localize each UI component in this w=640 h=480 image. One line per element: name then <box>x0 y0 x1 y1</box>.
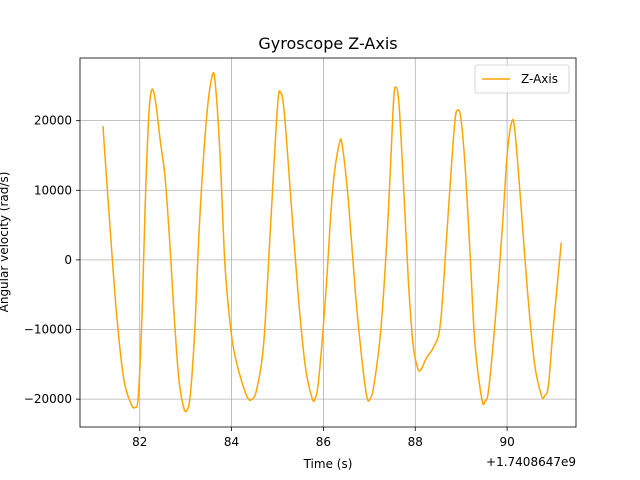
x-tick-label: 90 <box>499 435 514 449</box>
y-tick-label: 10000 <box>34 183 72 197</box>
y-axis-label: Angular velocity (rad/s) <box>0 172 11 313</box>
x-gridlines <box>139 58 508 427</box>
plot-frame <box>79 57 577 428</box>
legend-label-z-axis: Z-Axis <box>521 72 558 86</box>
x-tick-label: 86 <box>316 435 331 449</box>
y-tick-label: −20000 <box>24 392 72 406</box>
x-tick-label: 88 <box>408 435 423 449</box>
x-axis-ticks: 82 84 86 88 90 <box>132 427 515 449</box>
series-line-z-axis <box>102 71 563 413</box>
y-axis-ticks: −20000 −10000 0 10000 20000 <box>24 114 80 406</box>
legend: Z-Axis <box>474 64 570 94</box>
y-tick-label: −10000 <box>24 323 72 337</box>
y-gridlines <box>80 120 576 400</box>
y-tick-label: 20000 <box>34 114 72 128</box>
series-group <box>102 71 563 413</box>
chart-title: Gyroscope Z-Axis <box>258 34 397 53</box>
x-axis-offset: +1.7408647e9 <box>486 455 576 469</box>
x-tick-label: 82 <box>132 435 147 449</box>
y-tick-label: 0 <box>64 253 72 267</box>
legend-box <box>474 64 570 94</box>
x-axis-label: Time (s) <box>303 457 353 471</box>
x-tick-label: 84 <box>224 435 239 449</box>
